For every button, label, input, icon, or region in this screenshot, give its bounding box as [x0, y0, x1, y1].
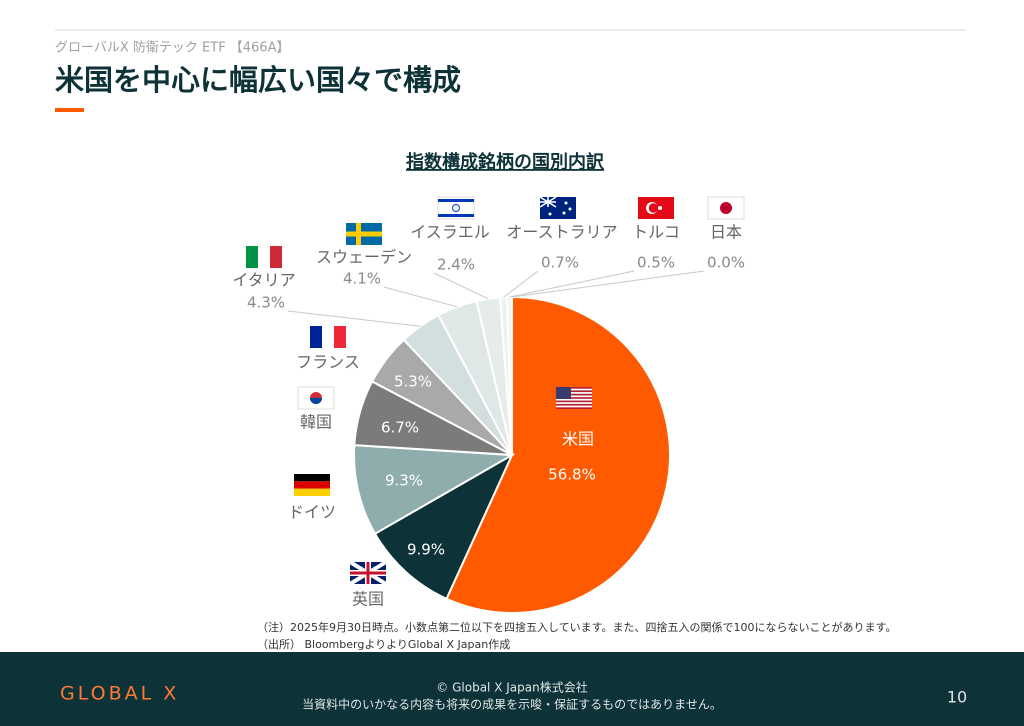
flag-part: [658, 206, 662, 210]
flag-icon: [707, 196, 745, 220]
flag-part: [452, 204, 460, 212]
flag-part: [322, 326, 334, 348]
value-label: 4.1%: [343, 270, 381, 288]
value-label: 0.5%: [637, 254, 675, 272]
category-label: 米国: [562, 430, 594, 449]
leader-line: [287, 310, 421, 327]
flag-part: [648, 203, 659, 213]
logo: GLOBAL X: [60, 683, 179, 705]
subtitle: グローバルX 防衛テック ETF 【466A】: [55, 40, 290, 56]
flag-part: [258, 246, 270, 268]
flag-part: [346, 231, 382, 237]
value-label: 0.7%: [541, 254, 579, 272]
value-label: 0.0%: [707, 254, 745, 272]
leader-line: [433, 272, 489, 300]
flag-part: [246, 246, 258, 268]
value-label: 9.9%: [407, 541, 445, 559]
title-accent: [55, 108, 84, 112]
flag-icon: [539, 196, 576, 219]
flag-part: [294, 481, 330, 489]
flag-part: [720, 202, 732, 214]
flag-part: [548, 212, 552, 216]
value-label: 6.7%: [381, 419, 419, 437]
flag-part: [437, 196, 475, 220]
category-label: 韓国: [300, 413, 332, 432]
copyright: © Global X Japan株式会社: [436, 680, 587, 695]
note: （注）2025年9月30日時点。小数点第二位以下を四捨五入しています。また、四捨…: [257, 620, 896, 634]
flag-part: [310, 398, 322, 404]
pie-chart: [353, 295, 671, 614]
leader-line: [509, 270, 635, 298]
category-label: オーストラリア: [506, 223, 617, 242]
flag-part: [568, 207, 572, 211]
category-label: イタリア: [232, 271, 295, 290]
category-label: フランス: [296, 353, 360, 372]
flag-part: [294, 474, 330, 482]
leader-line: [511, 270, 705, 298]
flag-part: [556, 407, 592, 409]
flag-part: [556, 387, 571, 399]
flag-part: [556, 403, 592, 406]
flag-icon: [310, 326, 346, 348]
flag-part: [294, 488, 330, 496]
leader-line: [383, 286, 458, 308]
flag-part: [539, 196, 557, 208]
slide-title: 米国を中心に幅広い国々で構成: [55, 63, 461, 97]
value-label: 2.4%: [437, 256, 475, 274]
flag-part: [562, 211, 566, 215]
flag-part: [310, 326, 322, 348]
pie-slice: [445, 295, 671, 614]
category-label: トルコ: [632, 223, 680, 242]
footer-band: [0, 652, 1024, 726]
leader-line: [503, 270, 539, 298]
flag-part: [438, 199, 474, 202]
pie-slice: [353, 444, 516, 536]
flag-part: [556, 393, 592, 396]
flag-part: [350, 562, 386, 584]
flag-icon: [556, 387, 592, 409]
flag-icon: [437, 196, 475, 220]
category-label: 英国: [352, 590, 384, 609]
category-label: 日本: [710, 223, 742, 242]
flag-part: [556, 400, 592, 403]
chart-title: 指数構成銘柄の国別内訳: [406, 151, 605, 173]
flag-part: [334, 326, 346, 348]
flag-part: [556, 397, 592, 399]
flag-part: [438, 214, 474, 217]
flag-icon: [348, 560, 388, 586]
value-label: 9.3%: [385, 472, 423, 490]
flag-icon: [638, 197, 674, 219]
flag-part: [556, 390, 592, 393]
value-label: 56.8%: [548, 466, 596, 484]
page-number: 10: [947, 688, 967, 707]
flag-part: [556, 387, 592, 389]
value-label: 4.3%: [247, 294, 285, 312]
value-label: 5.3%: [394, 373, 432, 391]
source: （出所） BloombergよりよりGlobal X Japan作成: [257, 637, 510, 651]
flag-icon: [246, 246, 282, 268]
flag-part: [270, 246, 282, 268]
disclaimer: 当資料中のいかなる内容も将来の成果を示唆・保証するものではありません。: [302, 697, 722, 712]
category-label: ドイツ: [288, 503, 336, 522]
pie-slice: [373, 452, 515, 601]
category-label: イスラエル: [410, 223, 490, 242]
flag-part: [564, 201, 568, 205]
flag-icon: [346, 223, 382, 245]
flag-icon: [294, 474, 330, 496]
category-label: スウェーデン: [316, 248, 412, 267]
flag-icon: [297, 386, 335, 410]
